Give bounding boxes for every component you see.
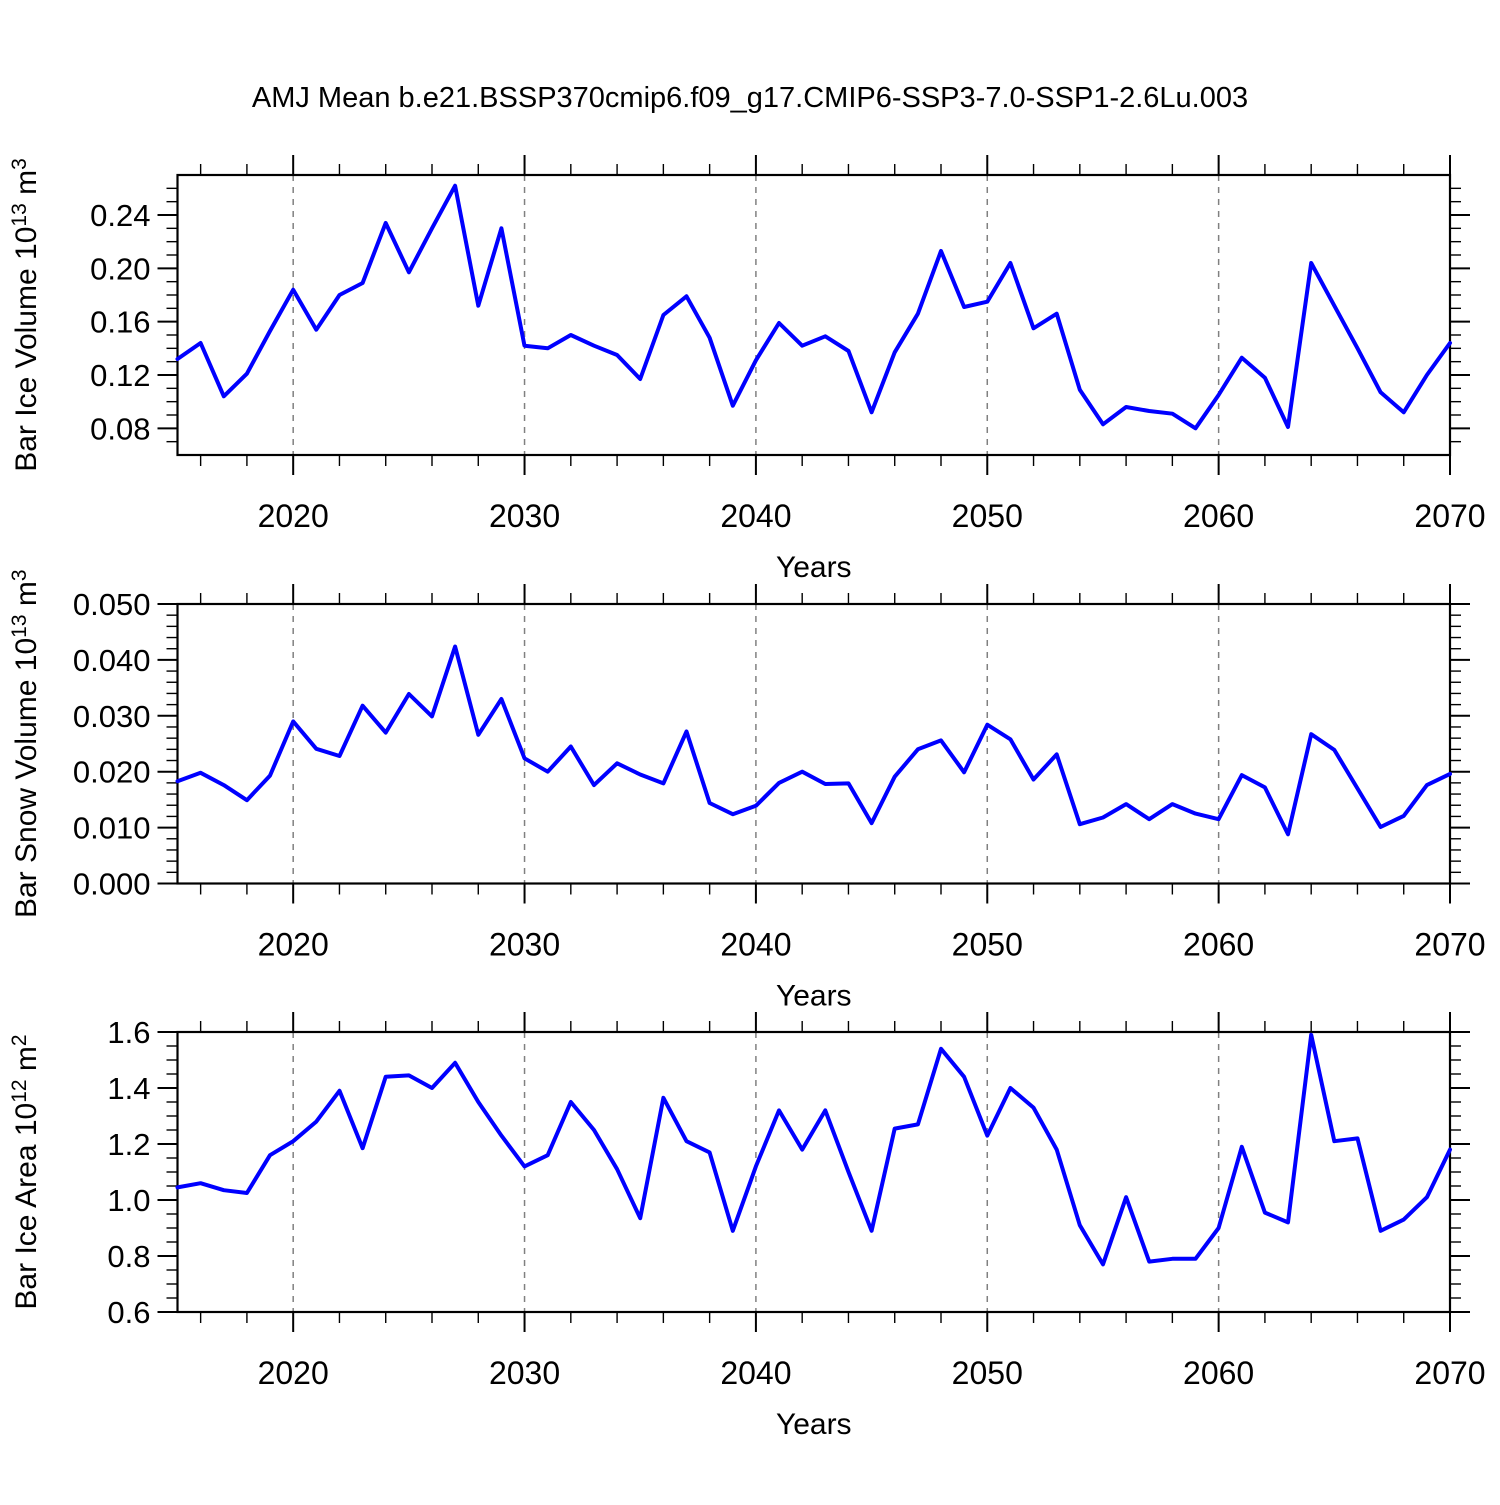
x-axis-title: Years <box>776 1408 852 1441</box>
y-tick-label: 0.000 <box>73 867 151 902</box>
x-tick-label: 2030 <box>489 927 560 963</box>
x-tick-label: 2070 <box>1414 498 1485 534</box>
x-tick-label: 2060 <box>1183 498 1254 534</box>
y-tick-label: 0.20 <box>90 251 150 286</box>
data-line-bar-ice-area <box>175 1032 1452 1267</box>
x-tick-label: 2070 <box>1414 1355 1485 1391</box>
y-tick-label: 0.030 <box>73 699 151 734</box>
y-tick-label: 1.2 <box>107 1127 150 1162</box>
x-tick-label: 2040 <box>720 927 791 963</box>
x-tick-label: 2060 <box>1183 1355 1254 1391</box>
x-tick-label: 2060 <box>1183 927 1254 963</box>
panel-bar-snow-volume: 2020 2030 2040 2050 2060 2070 0.000 0.010 0.020 0… <box>8 569 1486 1012</box>
x-tick-label: 2030 <box>489 1355 560 1391</box>
y-tick-label: 0.16 <box>90 305 150 340</box>
y-tick-label: 1.4 <box>107 1071 150 1106</box>
panel-bar-ice-area: 2020 2030 2040 2050 2060 2070 0.6 0.8 1.0 1.2 1.4 1… <box>8 1012 1486 1441</box>
y-tick-label: 0.24 <box>90 198 150 233</box>
data-line-bar-ice-volume <box>175 183 1452 431</box>
x-tick-label: 2020 <box>258 1355 329 1391</box>
x-tick-label: 2050 <box>952 498 1023 534</box>
x-tick-label: 2040 <box>720 498 791 534</box>
y-tick-label: 1.0 <box>107 1183 150 1218</box>
plot-border <box>176 1030 1452 1314</box>
x-tick-label: 2030 <box>489 498 560 534</box>
x-axis-title: Years <box>776 551 852 584</box>
x-tick-label: 2070 <box>1414 927 1485 963</box>
y-tick-label: 0.08 <box>90 411 150 446</box>
y-tick-label: 0.010 <box>73 811 151 846</box>
x-tick-label: 2050 <box>952 1355 1023 1391</box>
x-tick-label: 2020 <box>258 498 329 534</box>
y-axis-title: Bar Ice Volume 1013 m3 <box>8 158 43 472</box>
y-tick-label: 0.050 <box>73 587 151 622</box>
y-tick-label: 0.8 <box>107 1239 150 1274</box>
data-line-bar-snow-volume <box>175 644 1452 837</box>
x-tick-label: 2050 <box>952 927 1023 963</box>
chart-title: AMJ Mean b.e21.BSSP370cmip6.f09_g17.CMIP… <box>251 82 1249 114</box>
x-tick-label: 2040 <box>720 1355 791 1391</box>
x-tick-label: 2020 <box>258 927 329 963</box>
x-axis-title: Years <box>776 980 852 1013</box>
y-tick-label: 0.12 <box>90 358 150 393</box>
y-tick-label: 0.040 <box>73 643 151 678</box>
y-tick-label: 0.6 <box>107 1295 150 1330</box>
y-axis-title: Bar Snow Volume 1013 m3 <box>8 569 43 918</box>
y-tick-label: 1.6 <box>107 1015 150 1050</box>
panel-bar-ice-volume: 2020 2030 2040 2050 2060 2070 0.08 0.12 0.16 0.20… <box>8 155 1486 584</box>
plot-border <box>176 173 1452 457</box>
y-axis-title: Bar Ice Area 1012 m2 <box>8 1034 43 1309</box>
y-tick-label: 0.020 <box>73 755 151 790</box>
plot-border <box>176 602 1452 885</box>
